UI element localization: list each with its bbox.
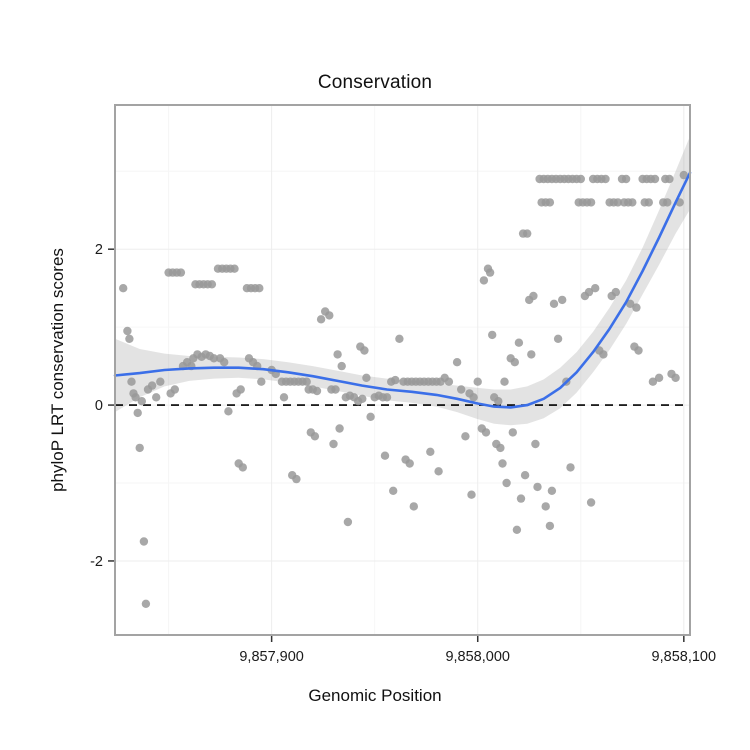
x-tick-label: 9,858,000: [445, 649, 510, 665]
x-axis-label: Genomic Position: [308, 686, 442, 705]
x-tick-label: 9,857,900: [239, 649, 304, 665]
y-tick-label: 2: [95, 242, 103, 258]
x-axis: 9,857,900 9,858,000 9,858,100: [239, 636, 716, 665]
scatter-points: [119, 170, 688, 608]
y-axis: -2 0 2: [90, 242, 114, 570]
smooth-trend-line: [113, 171, 692, 409]
y-axis-label: phyloP LRT conservation scores: [48, 248, 67, 492]
x-tick-label: 9,858,100: [652, 649, 717, 665]
y-tick-label: -2: [90, 554, 103, 570]
panel-border: [114, 104, 691, 636]
chart-title: Conservation: [317, 72, 433, 93]
y-tick-label: 0: [95, 398, 103, 414]
panel-background: [115, 105, 690, 635]
gridlines-minor: [115, 105, 690, 635]
